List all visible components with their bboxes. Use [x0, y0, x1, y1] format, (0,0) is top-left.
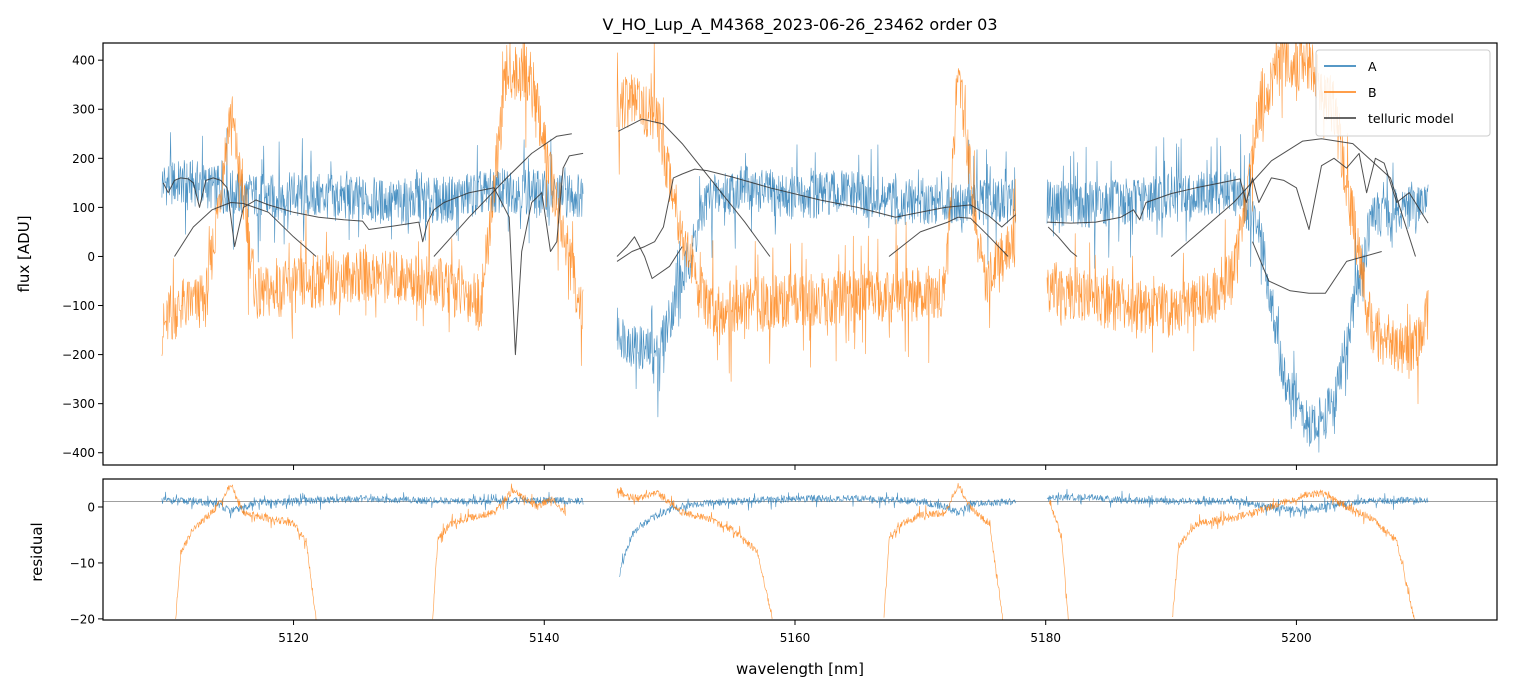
flux-series-telluric-model-segment: [1047, 226, 1078, 257]
flux-series-b-segment: [616, 43, 1016, 382]
residual-x-tick-label: 5200: [1281, 631, 1312, 645]
residual-x-tick-label: 5120: [278, 631, 309, 645]
residual-series-b-segment: [616, 487, 773, 619]
flux-y-tick-label: −200: [62, 348, 95, 362]
residual-series-b-segment: [1049, 500, 1069, 620]
flux-y-tick-label: 400: [72, 54, 95, 68]
legend-label-a: A: [1368, 59, 1377, 74]
residual-x-tick-label: 5140: [529, 631, 560, 645]
residual-series-b-segment: [432, 483, 566, 620]
legend: A B telluric model: [1315, 49, 1491, 137]
flux-axes-frame: [102, 42, 1498, 466]
flux-y-tick-label: 300: [72, 103, 95, 117]
legend-frame: [1315, 49, 1491, 137]
residual-series-b-segment: [1172, 489, 1415, 620]
residual-x-tick-label: 5180: [1030, 631, 1061, 645]
flux-series-a-segment: [616, 139, 1016, 418]
flux-y-tick-label: 200: [72, 152, 95, 166]
flux-series-telluric-model-segment: [433, 133, 572, 257]
residual-y-tick-label: −20: [70, 612, 95, 626]
x-axis-label: wavelength [nm]: [736, 660, 864, 678]
residual-series-a-segment: [1046, 488, 1429, 519]
residual-y-ticks: −20 −10 0: [70, 500, 103, 626]
flux-y-label: flux [ADU]: [15, 215, 33, 292]
legend-label-telluric: telluric model: [1368, 111, 1454, 126]
flux-series-telluric-model-segment: [1046, 152, 1429, 230]
residual-y-tick-label: −10: [70, 556, 95, 570]
residual-y-tick-label: 0: [87, 500, 95, 514]
flux-series-telluric-model-segment: [1170, 138, 1416, 257]
legend-label-b: B: [1368, 85, 1377, 100]
residual-series-b-segment: [883, 482, 1004, 620]
flux-panel: −400 −300 −200 −100 0 100 200 300 400 flux [ADU]…: [15, 42, 1498, 470]
flux-series-a-segment: [1046, 134, 1429, 453]
residual-series-a-segment: [619, 492, 1016, 578]
flux-y-tick-label: 100: [72, 201, 95, 215]
flux-series-telluric-model-segment: [162, 152, 584, 356]
flux-series-telluric-model-segment: [1252, 241, 1382, 294]
flux-y-tick-label: −300: [62, 397, 95, 411]
residual-axes-frame: [102, 478, 1498, 621]
flux-series-telluric-model-segment: [617, 118, 771, 257]
residual-series-layer: [103, 482, 1497, 620]
residual-series-a-segment: [161, 491, 584, 519]
flux-series-telluric-model-segment: [174, 202, 317, 257]
flux-y-tick-label: 0: [87, 250, 95, 264]
flux-y-tick-label: −100: [62, 299, 95, 313]
residual-panel: −20 −10 0 5120 5140 5160 5180 5200 residual wa…: [28, 478, 1498, 678]
flux-series-telluric-model-segment: [888, 216, 1009, 257]
flux-y-ticks: −400 −300 −200 −100 0 100 200 300 400: [62, 54, 103, 460]
flux-series-a-segment: [161, 128, 584, 263]
flux-series-layer: [161, 43, 1429, 453]
flux-series-b-segment: [161, 43, 584, 366]
residual-x-tick-label: 5160: [780, 631, 811, 645]
flux-x-ticks: [293, 465, 1297, 470]
residual-y-label: residual: [28, 522, 46, 581]
flux-series-telluric-model-segment: [616, 168, 1016, 262]
flux-series-telluric-model-segment: [616, 236, 683, 279]
flux-y-tick-label: −400: [62, 446, 95, 460]
flux-series-b-segment: [1046, 43, 1429, 405]
residual-x-ticks: 5120 5140 5160 5180 5200: [278, 620, 1312, 645]
chart-title: V_HO_Lup_A_M4368_2023-06-26_23462 order …: [602, 15, 997, 35]
residual-series-b-segment: [175, 484, 317, 620]
